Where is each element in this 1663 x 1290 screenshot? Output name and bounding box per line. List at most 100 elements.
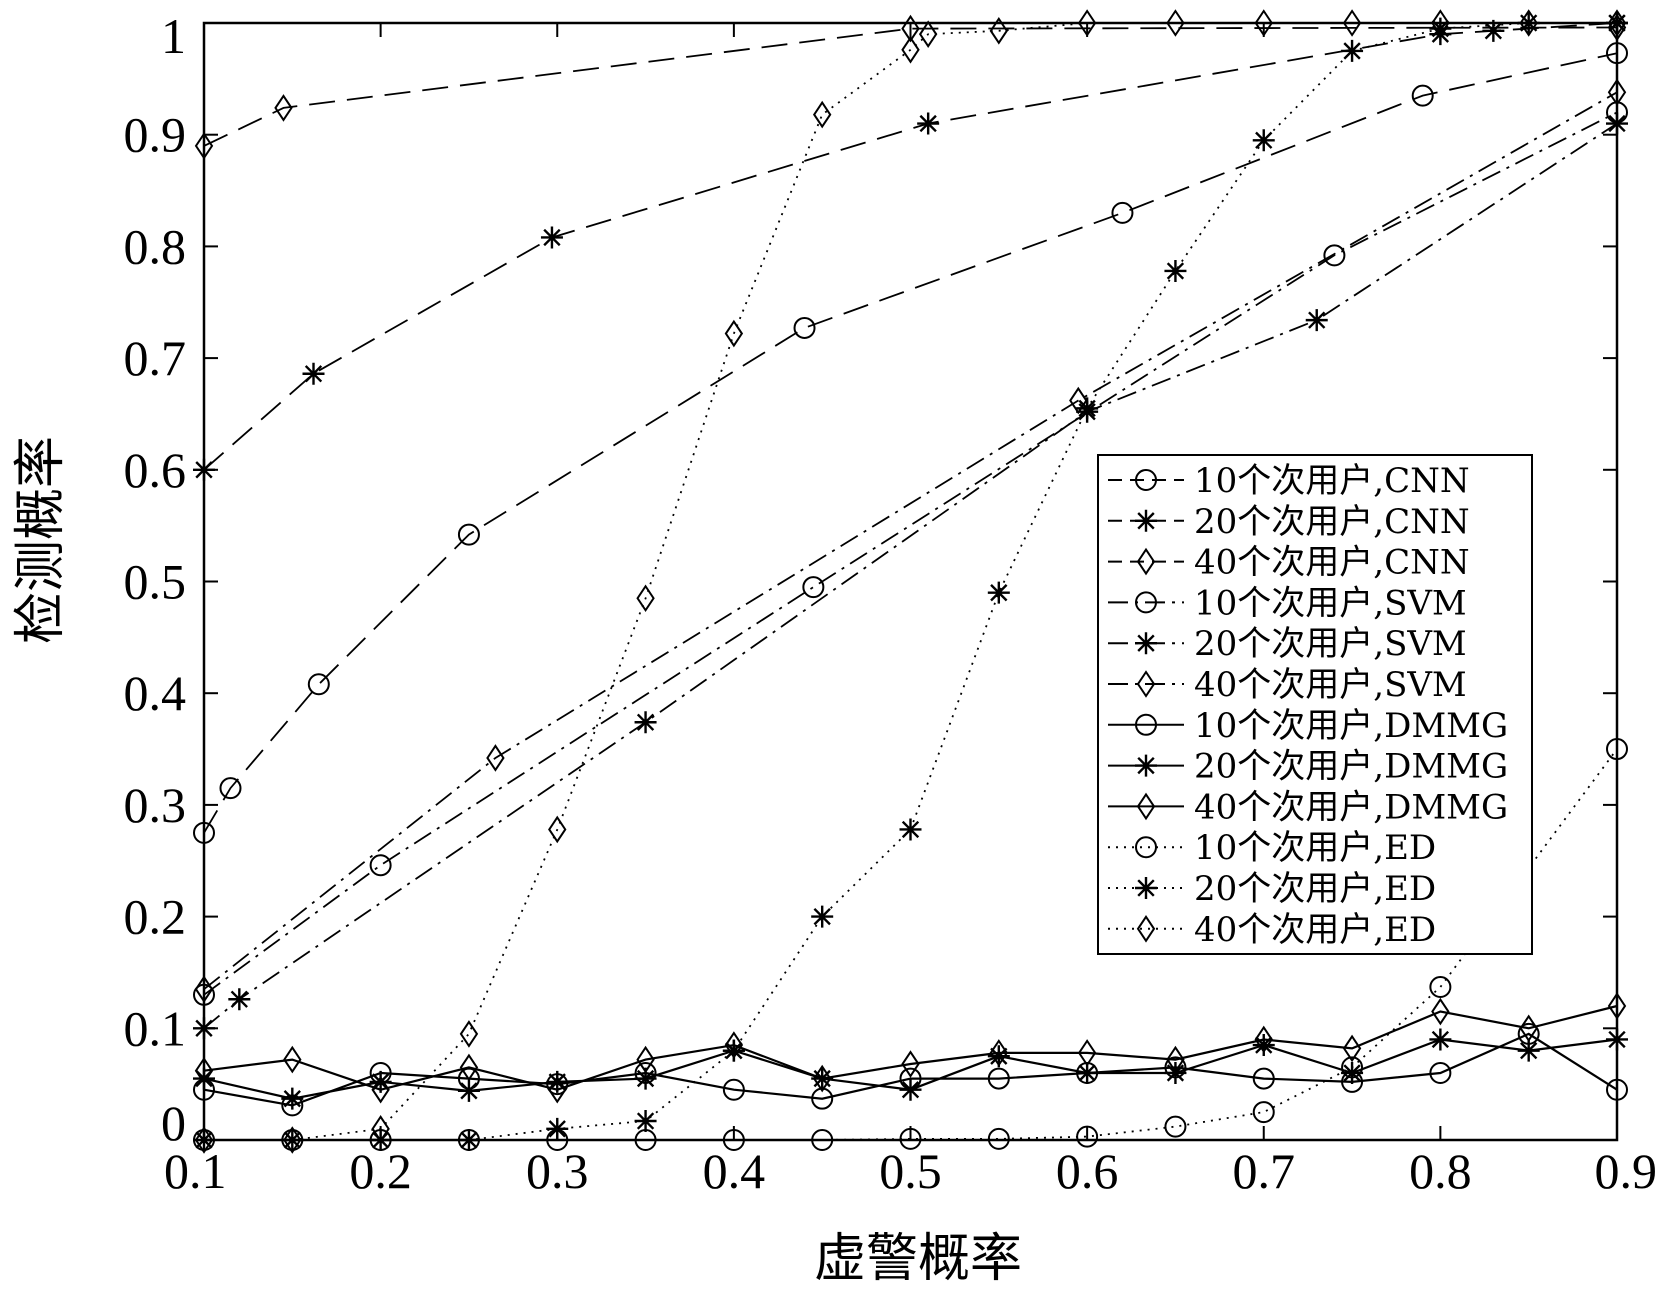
data-point xyxy=(1431,997,1450,1026)
legend-label: 40个次用户,ED xyxy=(1194,910,1436,950)
data-point xyxy=(283,1126,302,1154)
data-point xyxy=(1606,1078,1628,1101)
data-point xyxy=(1429,1061,1452,1084)
series-4 xyxy=(193,101,1628,1006)
data-point xyxy=(811,1129,834,1151)
data-point xyxy=(1342,1034,1362,1063)
legend-label: 10个次用户,CNN xyxy=(1194,461,1470,501)
y-axis-title: 检测概率 xyxy=(11,436,71,644)
data-point xyxy=(459,1053,479,1082)
data-point xyxy=(457,523,480,546)
legend-entry: 10个次用户,SVM xyxy=(1108,583,1467,623)
data-point xyxy=(548,815,567,844)
data-point xyxy=(369,1070,392,1093)
series-line xyxy=(203,26,1618,147)
data-point xyxy=(811,905,834,928)
data-point xyxy=(987,1045,1010,1068)
data-point xyxy=(1607,992,1627,1020)
legend-marker xyxy=(1135,632,1157,655)
data-point xyxy=(1429,975,1452,998)
y-tick-label: 0.3 xyxy=(124,777,187,833)
legend-entry: 10个次用户,ED xyxy=(1108,828,1436,868)
data-point xyxy=(793,316,816,339)
legend-marker xyxy=(1135,713,1157,736)
data-point xyxy=(1429,1028,1452,1051)
legend-marker xyxy=(1136,670,1156,698)
data-point xyxy=(459,1020,479,1048)
data-point xyxy=(1111,201,1134,224)
legend-label: 40个次用户,CNN xyxy=(1194,543,1470,583)
data-point xyxy=(918,20,938,48)
legend-entry: 20个次用户,CNN xyxy=(1108,502,1470,542)
y-tick-label: 0.1 xyxy=(124,1000,187,1056)
legend-marker xyxy=(1135,754,1157,777)
legend-entry: 40个次用户,DMMG xyxy=(1108,787,1508,827)
legend-marker xyxy=(1136,914,1156,943)
data-point xyxy=(540,226,563,249)
series-line xyxy=(203,1032,1618,1107)
data-point xyxy=(724,319,744,348)
x-tick-label: 0.5 xyxy=(879,1143,942,1199)
data-point xyxy=(1606,42,1628,65)
data-point xyxy=(1341,1061,1364,1084)
data-point xyxy=(1164,1115,1187,1138)
y-tick-label: 0.8 xyxy=(124,218,187,274)
series-line xyxy=(203,91,1618,990)
data-point xyxy=(371,1115,390,1143)
y-tick-label: 0.9 xyxy=(124,107,187,163)
data-point xyxy=(193,983,215,1006)
series-line xyxy=(203,1004,1618,1091)
data-point xyxy=(369,854,392,877)
data-point xyxy=(987,581,1010,604)
data-point xyxy=(194,1056,214,1085)
y-tick-label: 0 xyxy=(161,1095,186,1151)
legend-entry: 10个次用户,DMMG xyxy=(1108,706,1508,746)
data-point xyxy=(193,1067,215,1090)
data-point xyxy=(371,1075,390,1104)
legend-marker xyxy=(1136,547,1156,576)
data-point xyxy=(1341,1056,1364,1079)
series-7 xyxy=(193,1022,1628,1117)
series-line xyxy=(203,22,1618,471)
tick-layer: 0.1 0.2 0.3 0.4 0.5 0.6 0.7 0.8 0.900.10.20.30.4… xyxy=(124,8,1658,1199)
x-tick-label: 0.1 xyxy=(164,1143,227,1199)
y-tick-label: 0.7 xyxy=(124,330,187,386)
y-tick-label: 0.4 xyxy=(124,665,187,721)
data-point xyxy=(917,112,940,135)
data-point xyxy=(987,1127,1010,1150)
x-axis-title: 虚警概率 xyxy=(814,1229,1022,1289)
legend-label: 20个次用户,SVM xyxy=(1194,624,1467,664)
x-tick-label: 0.7 xyxy=(1233,1143,1296,1199)
data-point xyxy=(193,821,215,844)
x-tick-label: 0.4 xyxy=(703,1143,766,1199)
data-point xyxy=(634,711,657,734)
series-6 xyxy=(194,78,1627,1004)
data-point xyxy=(1519,9,1538,37)
legend-marker xyxy=(1135,469,1157,491)
data-point xyxy=(1341,39,1364,62)
data-point xyxy=(722,1039,745,1062)
data-point xyxy=(281,1087,304,1110)
legend-entry: 10个次用户,CNN xyxy=(1108,461,1470,501)
data-point xyxy=(989,17,1009,45)
data-point xyxy=(901,1050,920,1078)
legend-entry: 20个次用户,ED xyxy=(1108,869,1436,909)
legend-label: 20个次用户,DMMG xyxy=(1194,747,1508,787)
data-point xyxy=(1252,1101,1275,1124)
series-1 xyxy=(193,42,1628,844)
data-point xyxy=(636,1045,655,1074)
data-point xyxy=(1606,1028,1628,1051)
data-point xyxy=(1607,78,1627,107)
series-line xyxy=(204,22,1617,1141)
x-tick-label: 0.2 xyxy=(349,1143,412,1199)
data-point xyxy=(899,1078,922,1101)
legend-entry: 40个次用户,ED xyxy=(1108,910,1436,950)
data-point xyxy=(194,132,214,160)
data-point xyxy=(1519,1014,1538,1043)
data-point xyxy=(546,1070,569,1093)
data-point xyxy=(457,1079,480,1102)
data-point xyxy=(283,1045,302,1074)
data-point xyxy=(1482,19,1505,42)
data-point xyxy=(457,1129,480,1151)
